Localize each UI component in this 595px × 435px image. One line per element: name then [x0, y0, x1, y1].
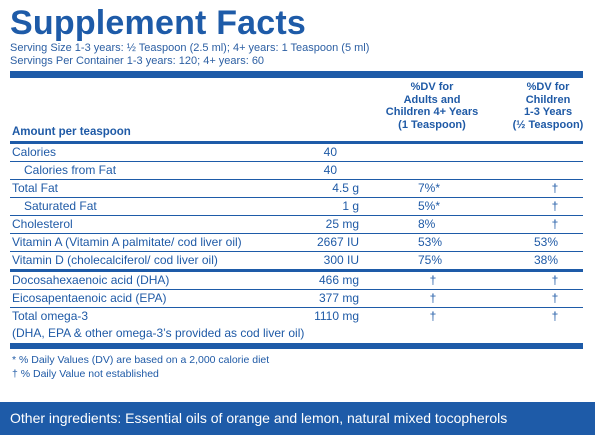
- table-row: Vitamin D (cholecalciferol/ cod liver oi…: [10, 252, 583, 272]
- nutrient-name: Cholesterol: [12, 217, 73, 231]
- nutrient-name: Calories: [12, 145, 57, 159]
- table-row: Docosahexaenoic acid (DHA) 466 mg † †: [10, 272, 583, 290]
- table-row: Saturated Fat 1 g 5%* †: [10, 198, 583, 216]
- dv-children-value: †: [551, 199, 559, 213]
- dv-children-value: 53%: [534, 235, 559, 249]
- dv-adults-value: 75%: [418, 253, 443, 267]
- panel-title: Supplement Facts: [10, 4, 307, 42]
- dv-children-value: †: [551, 181, 559, 195]
- nutrient-name: Vitamin A (Vitamin A palmitate/ cod live…: [12, 235, 242, 249]
- dv-adults-value: †: [429, 309, 437, 323]
- table-row: Vitamin A (Vitamin A palmitate/ cod live…: [10, 234, 583, 252]
- nutrient-name: Total Fat: [12, 181, 59, 195]
- nutrient-name: Vitamin D (cholecalciferol/ cod liver oi…: [12, 253, 218, 267]
- dv-adults-value: 5%*: [418, 199, 441, 213]
- dv-adults-value: †: [429, 273, 437, 287]
- nutrient-amount: 300 IU: [323, 253, 359, 267]
- nutrient-amount: 40: [323, 163, 337, 177]
- dv-children-value: †: [551, 291, 559, 305]
- dv-adults-value: 53%: [418, 235, 443, 249]
- dagger-footnote: † % Daily Value not established: [12, 368, 159, 380]
- table-row: Calories 40: [10, 144, 583, 162]
- dv-adults-header: %DV for Adults and Children 4+ Years (1 …: [385, 81, 479, 131]
- nutrient-name: Docosahexaenoic acid (DHA): [12, 273, 170, 287]
- dv-adults-value: 8%: [418, 217, 436, 231]
- nutrient-amount: 4.5 g: [332, 181, 359, 195]
- footnotes: * % Daily Values (DV) are based on a 2,0…: [10, 349, 595, 381]
- table-row: Total omega-3 1110 mg † †: [10, 308, 583, 325]
- nutrient-name: Calories from Fat: [24, 163, 117, 177]
- bottom-divider: [10, 343, 583, 349]
- serving-size: Serving Size 1-3 years: ½ Teaspoon (2.5 …: [10, 42, 370, 54]
- dv-children-header: %DV for Children 1-3 Years (½ Teaspoon): [512, 81, 584, 131]
- nutrient-amount: 466 mg: [318, 273, 359, 287]
- dv-children-value: †: [551, 309, 559, 323]
- servings-per-container: Servings Per Container 1-3 years: 120; 4…: [10, 55, 265, 67]
- thick-divider: [10, 71, 583, 78]
- nutrient-amount: 1110 mg: [314, 309, 359, 323]
- nutrient-amount: 40: [323, 145, 337, 159]
- nutrient-name: Eicosapentaenoic acid (EPA): [12, 291, 167, 305]
- table-header: %DV for Adults and Children 4+ Years (1 …: [10, 78, 583, 141]
- nutrient-name: Total omega-3: [12, 309, 89, 323]
- nutrient-amount: 1 g: [342, 199, 359, 213]
- dv-footnote: * % Daily Values (DV) are based on a 2,0…: [12, 354, 270, 366]
- amount-per-teaspoon-label: Amount per teaspoon: [12, 126, 131, 138]
- dv-children-value: †: [551, 217, 559, 231]
- header-divider: [10, 141, 583, 144]
- dv-adults-value: 7%*: [418, 181, 441, 195]
- nutrient-name: Saturated Fat: [24, 199, 97, 213]
- table-row: Eicosapentaenoic acid (EPA) 377 mg † †: [10, 290, 583, 308]
- dv-children-value: †: [551, 273, 559, 287]
- nutrient-amount: 2667 IU: [316, 235, 359, 249]
- dv-adults-value: †: [429, 291, 437, 305]
- nutrient-amount: 377 mg: [318, 291, 359, 305]
- table-row: (DHA, EPA & other omega-3’s provided as …: [10, 325, 583, 342]
- table-row: Cholesterol 25 mg 8% †: [10, 216, 583, 234]
- other-ingredients: Other ingredients: Essential oils of ora…: [0, 402, 595, 435]
- table-row: Calories from Fat 40: [10, 162, 583, 180]
- table-row: Total Fat 4.5 g 7%* †: [10, 180, 583, 198]
- nutrient-amount: 25 mg: [325, 217, 359, 231]
- dv-children-value: 38%: [534, 253, 559, 267]
- omega-source-note: (DHA, EPA & other omega-3’s provided as …: [12, 326, 305, 340]
